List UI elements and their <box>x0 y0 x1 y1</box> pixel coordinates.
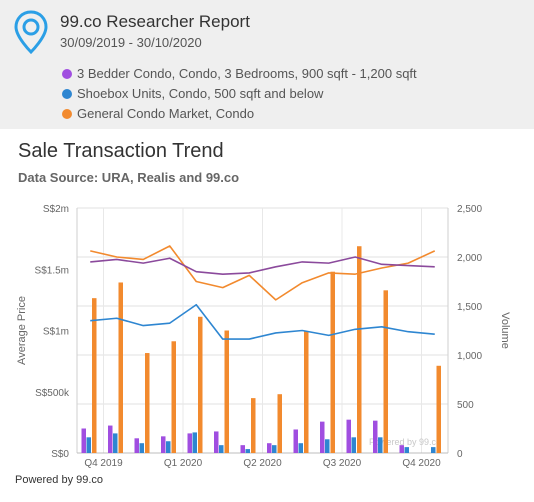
legend: 3 Bedder Condo, Condo, 3 Bedrooms, 900 s… <box>62 64 417 124</box>
bar <box>92 298 97 453</box>
x-tick-label: Q4 2019 <box>84 458 123 469</box>
bar <box>187 433 192 453</box>
bar <box>192 432 197 453</box>
bar <box>134 438 139 453</box>
report-header: 99.co Researcher Report 30/09/2019 - 30/… <box>0 0 534 129</box>
powered-by: Powered by 99.co <box>15 474 104 486</box>
bar <box>357 246 362 453</box>
series-line <box>90 256 435 275</box>
x-tick-label: Q3 2020 <box>323 458 362 469</box>
bar <box>436 365 441 453</box>
report-date-range: 30/09/2019 - 30/10/2020 <box>60 35 202 50</box>
legend-label: General Condo Market, Condo <box>77 106 255 121</box>
bar <box>240 445 245 453</box>
y-tick-label: S$0 <box>51 449 69 460</box>
bar <box>166 441 171 453</box>
bar <box>224 330 229 453</box>
bar <box>346 419 351 453</box>
legend-label: Shoebox Units, Condo, 500 sqft and below <box>77 86 324 101</box>
y2-tick-label: 1,500 <box>457 302 482 313</box>
y-tick-label: S$1m <box>43 327 69 338</box>
bar <box>214 431 219 453</box>
bar <box>325 439 330 453</box>
bar <box>118 282 123 453</box>
y2-tick-label: 2,000 <box>457 253 482 264</box>
bar <box>373 420 378 453</box>
bar <box>86 437 91 453</box>
legend-dot <box>62 69 72 79</box>
bar <box>277 394 282 453</box>
legend-label: 3 Bedder Condo, Condo, 3 Bedrooms, 900 s… <box>77 66 417 81</box>
series-line <box>90 245 436 301</box>
y-tick-label: S$2m <box>43 204 69 215</box>
bar <box>161 436 166 453</box>
bar <box>351 437 356 453</box>
bar <box>139 443 144 453</box>
bar <box>330 271 335 453</box>
bar <box>108 425 113 453</box>
bar <box>320 421 325 453</box>
y-tick-label: S$1.5m <box>35 265 69 276</box>
series-line <box>90 303 435 340</box>
bar <box>399 445 404 453</box>
x-tick-label: Q1 2020 <box>164 458 203 469</box>
y2-tick-label: 0 <box>457 449 463 460</box>
bar <box>293 429 298 453</box>
y-axis-title: Average Price <box>16 296 28 365</box>
bar <box>298 443 303 453</box>
bar <box>198 316 203 453</box>
y2-tick-label: 1,000 <box>457 351 482 362</box>
sale-transaction-chart: 0 500 1,000 1,500 2,000 2,500 S$0 S$500k S$1m S$1… <box>16 204 511 469</box>
bar <box>219 445 224 453</box>
legend-dot <box>62 89 72 99</box>
bar <box>272 445 277 453</box>
bar <box>145 353 150 453</box>
bar <box>383 290 388 453</box>
legend-item-shoebox: Shoebox Units, Condo, 500 sqft and below <box>62 84 417 104</box>
chart-watermark: Powered by 99.co <box>369 437 441 447</box>
legend-item-3-bedder: 3 Bedder Condo, Condo, 3 Bedrooms, 900 s… <box>62 64 417 84</box>
bar <box>431 447 436 453</box>
legend-item-general-condo: General Condo Market, Condo <box>62 104 417 124</box>
bar <box>245 449 250 453</box>
y2-tick-label: 2,500 <box>457 204 482 215</box>
report-title: 99.co Researcher Report <box>60 12 250 31</box>
y2-axis-title: Volume <box>499 312 511 349</box>
bar <box>378 437 383 453</box>
bar <box>251 398 256 453</box>
bar <box>113 433 118 453</box>
bar <box>81 428 86 453</box>
map-pin-icon <box>14 10 48 54</box>
chart-source: Data Source: URA, Realis and 99.co <box>18 170 240 185</box>
legend-dot <box>62 109 72 119</box>
bar <box>171 341 176 453</box>
x-tick-label: Q4 2020 <box>402 458 441 469</box>
x-tick-label: Q2 2020 <box>243 458 282 469</box>
bar <box>267 443 272 453</box>
y-tick-label: S$500k <box>35 388 70 399</box>
y2-tick-label: 500 <box>457 400 474 411</box>
bar <box>404 447 409 453</box>
chart-title: Sale Transaction Trend <box>18 140 224 162</box>
bar <box>304 331 309 453</box>
